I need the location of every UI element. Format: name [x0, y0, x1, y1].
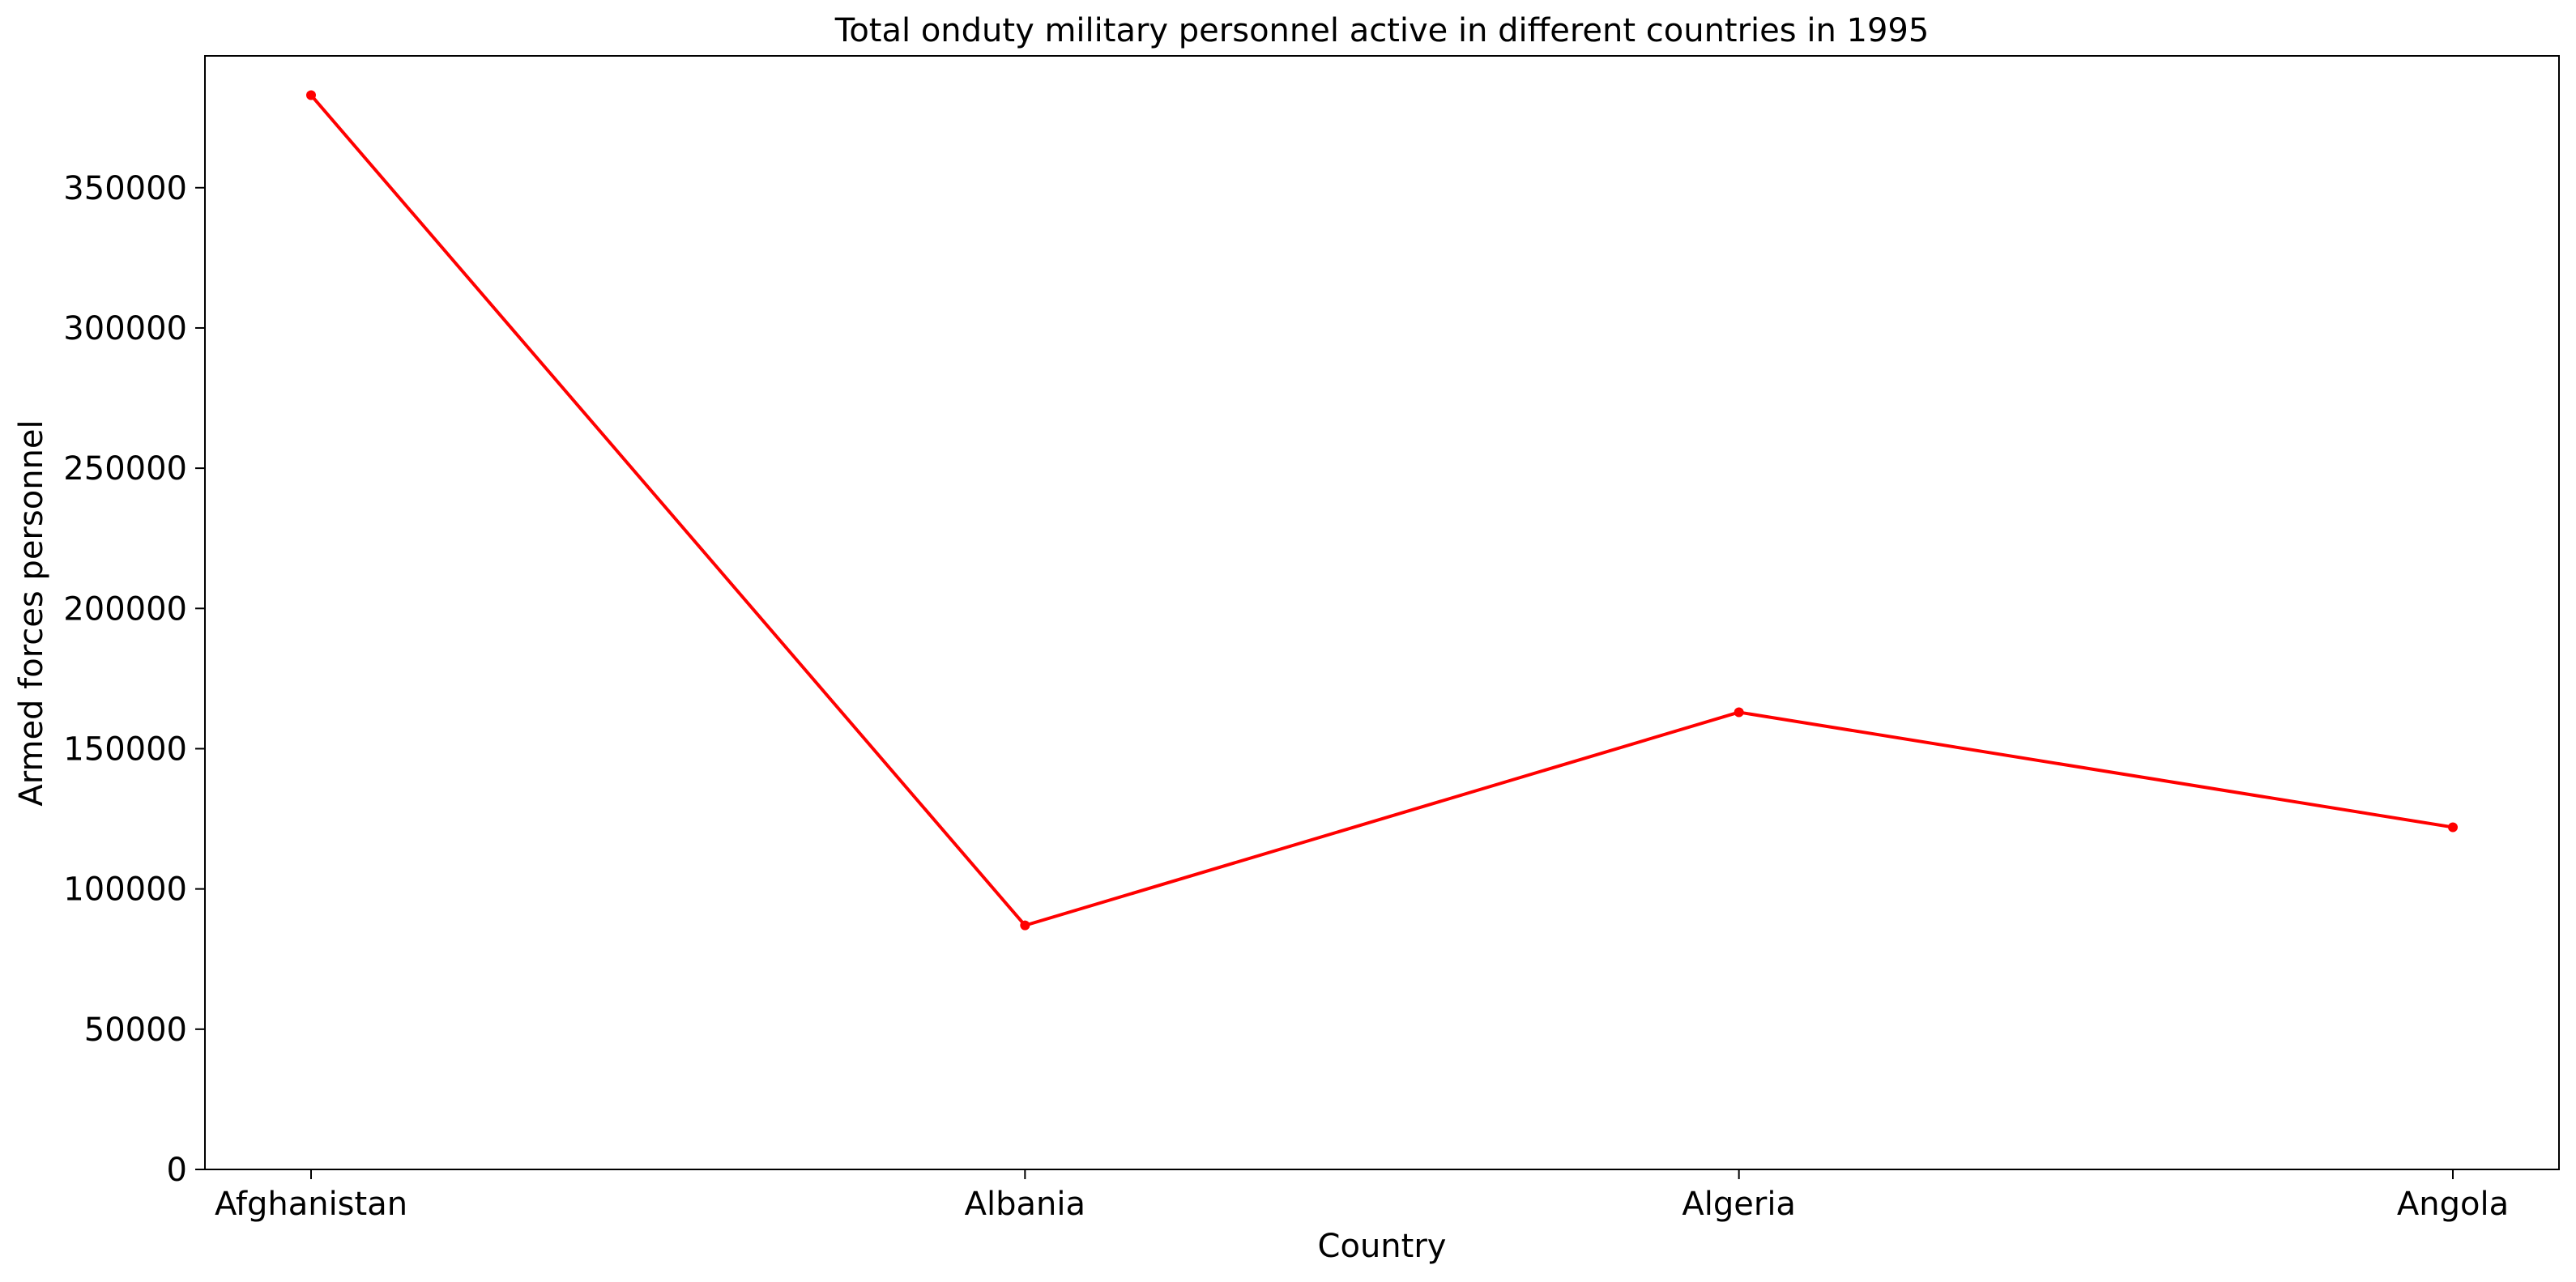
y-axis: 0 50000 100000 150000 200000 250000 300000 3500… [63, 170, 205, 1189]
y-tick-label: 350000 [63, 170, 187, 207]
y-tick-label: 50000 [84, 1012, 187, 1049]
data-point [306, 90, 316, 100]
data-point [2448, 822, 2458, 833]
x-tick-label: Algeria [1682, 1186, 1796, 1223]
y-tick-label: 300000 [63, 310, 187, 347]
x-axis-label: Country [1318, 1228, 1447, 1265]
series-line [309, 94, 2454, 927]
y-tick-label: 150000 [63, 730, 187, 768]
data-point [1734, 707, 1744, 718]
x-axis: Afghanistan Albania Algeria Angola [215, 1169, 2509, 1223]
chart-title: Total onduty military personnel active i… [834, 12, 1930, 49]
data-point [1020, 920, 1030, 931]
y-tick-label: 200000 [63, 590, 187, 628]
x-tick-label: Albania [965, 1186, 1085, 1223]
x-tick-label: Angola [2397, 1186, 2509, 1223]
x-tick-label: Afghanistan [215, 1186, 407, 1223]
y-tick-label: 0 [167, 1152, 187, 1189]
y-tick-label: 250000 [63, 450, 187, 488]
y-tick-label: 100000 [63, 871, 187, 909]
plot-frame [204, 55, 2560, 1170]
y-axis-label: Armed forces personnel [13, 420, 50, 806]
series-layer [306, 90, 2458, 931]
